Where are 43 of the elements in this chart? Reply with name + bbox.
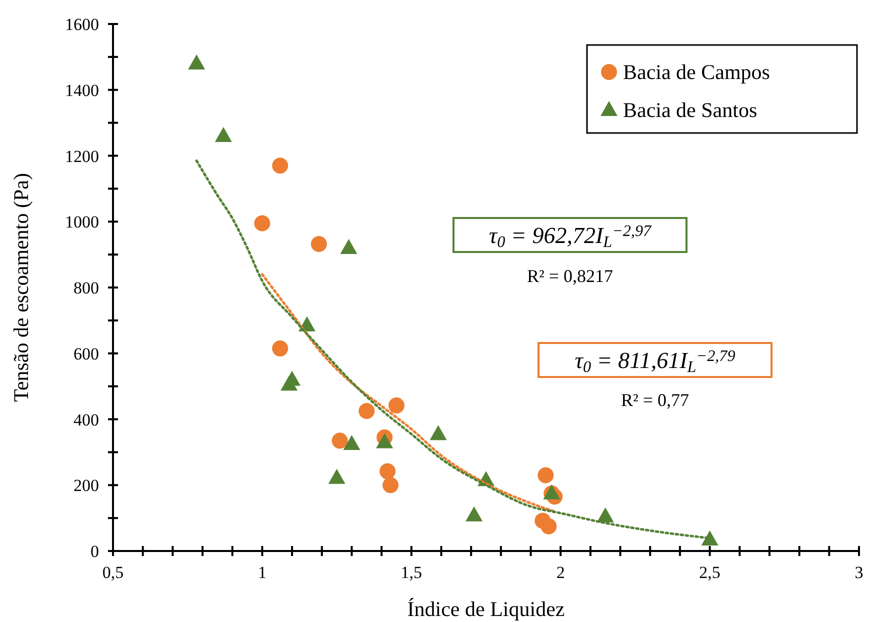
point: [272, 340, 288, 356]
point: [388, 397, 404, 414]
y-tick-label: 400: [74, 410, 99, 430]
point: [376, 433, 394, 448]
point: [332, 432, 348, 449]
point: [382, 477, 399, 494]
point: [358, 403, 375, 420]
x-tick-label: 1: [258, 563, 266, 582]
point: [540, 518, 557, 534]
y-axis-title: Tensão de escoamento (Pa): [9, 173, 33, 402]
point: [214, 126, 232, 142]
point: [188, 54, 206, 70]
point: [538, 467, 554, 484]
point: [596, 507, 614, 522]
legend-label: Bacia de Santos: [623, 98, 758, 122]
x-tick-label: 1,5: [400, 563, 422, 582]
point: [340, 238, 358, 254]
x-tick-label: 3: [854, 563, 864, 582]
point: [328, 468, 346, 484]
x-tick-label: 2,5: [699, 563, 720, 582]
x-tick-label: 0,5: [102, 563, 124, 582]
y-tick-label: 1400: [65, 80, 99, 100]
x-tick-label: 2: [556, 563, 565, 582]
y-tick-label: 0: [90, 542, 99, 561]
y-tick-label: 600: [74, 344, 99, 364]
legend-label: Bacia de Campos: [623, 60, 770, 84]
annotation: R² = 0,8217: [526, 266, 614, 286]
point: [466, 506, 483, 522]
y-tick-label: 1200: [65, 146, 99, 166]
point: [284, 370, 301, 386]
y-tick-label: 200: [74, 476, 99, 496]
y-tick-label: 1600: [65, 15, 99, 34]
point: [430, 425, 447, 440]
y-tick-label: 800: [74, 278, 99, 298]
point: [272, 158, 288, 174]
point: [254, 215, 270, 232]
point: [380, 463, 396, 480]
point: [343, 434, 360, 450]
y-tick-label: 1000: [65, 212, 99, 232]
point: [310, 236, 327, 252]
annotation: R² = 0,77: [620, 390, 690, 410]
point: [701, 530, 718, 546]
x-axis-title: Índice de Liquidez: [407, 597, 565, 621]
